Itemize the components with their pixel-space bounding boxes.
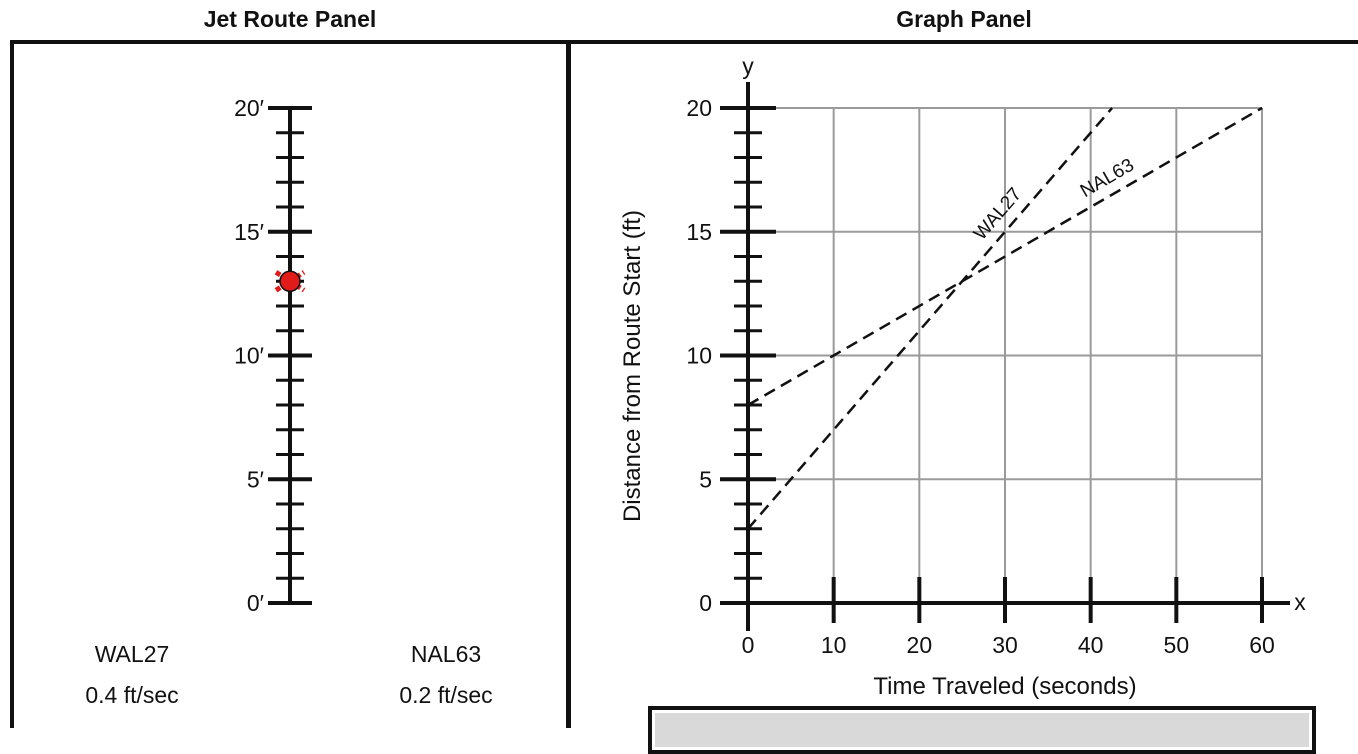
wal27-speed: 0.4 ft/sec xyxy=(85,682,179,708)
y-axis-letter: y xyxy=(742,53,754,79)
route-tick-label: 10′ xyxy=(234,343,264,369)
x-axis-letter: x xyxy=(1294,589,1306,615)
route-tick-label: 0′ xyxy=(247,590,264,616)
x-tick-label: 20 xyxy=(907,632,933,658)
y-tick-label: 0 xyxy=(699,590,712,616)
x-tick-label: 30 xyxy=(992,632,1018,658)
x-tick-label: 50 xyxy=(1164,632,1190,658)
distance-time-graph: 0 10 20 30 40 50 60 0 5 10 15 20 y x Time Traveled (se… xyxy=(619,53,1306,700)
y-axis-label: Distance from Route Start (ft) xyxy=(619,210,646,522)
route-tick-label: 15′ xyxy=(234,219,264,245)
status-panel xyxy=(648,706,1316,754)
panel-divider xyxy=(566,40,571,728)
series-line-nal63 xyxy=(747,106,1263,407)
graph-panel-title: Graph Panel xyxy=(896,6,1032,32)
nal63-speed: 0.2 ft/sec xyxy=(399,682,493,708)
x-tick-label: 60 xyxy=(1249,632,1275,658)
y-tick-label: 20 xyxy=(686,95,712,121)
series-label-wal27: WAL27 xyxy=(970,184,1026,244)
series-label-nal63: NAL63 xyxy=(1077,155,1138,202)
route-tick-label: 20′ xyxy=(234,95,264,121)
nal63-label: NAL63 xyxy=(410,641,482,667)
jet-marker xyxy=(274,270,306,293)
x-tick-label: 40 xyxy=(1078,632,1104,658)
x-tick-label: 10 xyxy=(821,632,847,658)
x-tick-label: 0 xyxy=(742,632,755,658)
marker-dot xyxy=(279,270,301,292)
panel-left-border xyxy=(10,40,14,728)
route-tick-label: 5′ xyxy=(247,466,264,492)
x-axis-label: Time Traveled (seconds) xyxy=(873,673,1136,700)
y-tick-label: 10 xyxy=(686,343,712,369)
wal27-label: WAL27 xyxy=(94,641,170,667)
jet-route-scale: 0′ 5′ 10′ 15′ 20′ xyxy=(234,95,312,616)
jet-route-panel-title: Jet Route Panel xyxy=(203,6,377,32)
panel-top-border xyxy=(10,40,1358,44)
series-line-wal27 xyxy=(747,107,1114,530)
y-tick-label: 15 xyxy=(686,219,712,245)
y-tick-label: 5 xyxy=(699,466,712,492)
